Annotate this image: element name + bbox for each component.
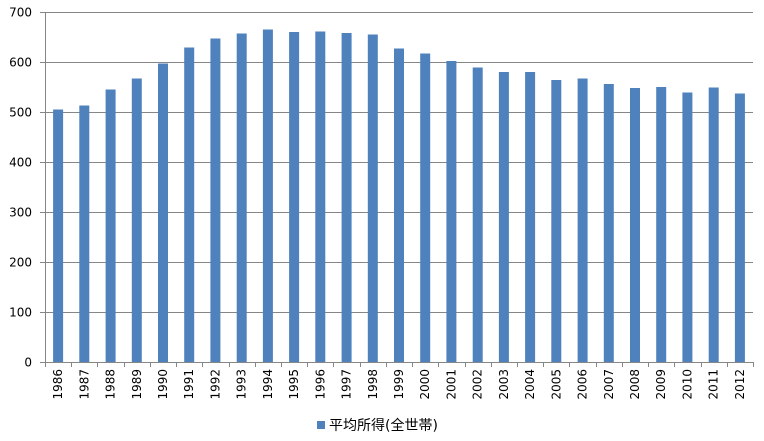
bar — [656, 87, 667, 362]
legend-label: 平均所得(全世帯) — [329, 417, 438, 434]
x-tick-label: 1987 — [77, 369, 91, 400]
bar — [708, 87, 719, 362]
x-tick-label: 1991 — [182, 369, 196, 400]
y-tick-label: 100 — [9, 306, 32, 320]
x-tick-label: 1986 — [51, 369, 65, 400]
x-tick-label: 2000 — [418, 369, 432, 400]
x-tick-label: 2001 — [444, 369, 458, 400]
bar — [262, 29, 273, 362]
x-tick-label: 2010 — [680, 369, 694, 400]
bar — [53, 109, 64, 362]
x-tick-label: 1989 — [130, 369, 144, 400]
y-tick-label: 0 — [24, 356, 32, 370]
bar — [79, 105, 90, 362]
bar — [472, 67, 483, 362]
y-tick-label: 700 — [9, 6, 32, 20]
bar — [498, 72, 509, 362]
y-tick-label: 400 — [9, 156, 32, 170]
bar — [184, 47, 195, 362]
x-tick-label: 1998 — [366, 369, 380, 400]
bar — [603, 84, 614, 362]
bar — [446, 61, 457, 362]
bar — [420, 53, 431, 362]
legend-swatch — [317, 421, 325, 429]
x-tick-label: 2006 — [576, 369, 590, 400]
bar — [210, 38, 221, 362]
x-tick-label: 1990 — [156, 369, 170, 400]
bar — [682, 92, 693, 362]
x-tick-label: 1988 — [104, 369, 118, 400]
x-tick-label: 1993 — [235, 369, 249, 400]
bar — [341, 33, 352, 362]
bar — [630, 88, 640, 362]
bar — [236, 33, 247, 362]
x-tick-label: 2008 — [628, 369, 642, 400]
x-tick-label: 2012 — [733, 369, 747, 400]
x-tick-label: 1999 — [392, 369, 406, 400]
x-tick-label: 2004 — [523, 369, 537, 400]
x-tick-label: 1995 — [287, 369, 301, 400]
y-tick-label: 500 — [9, 106, 32, 120]
x-tick-label: 2009 — [654, 369, 668, 400]
x-tick-label: 2007 — [602, 369, 616, 400]
bar — [367, 34, 378, 362]
x-tick-label: 1994 — [261, 369, 275, 400]
y-tick-label: 300 — [9, 206, 32, 220]
bar — [577, 78, 588, 362]
bar — [105, 89, 116, 362]
bar — [289, 32, 300, 362]
bar — [394, 48, 404, 362]
x-tick-label: 2011 — [707, 369, 721, 400]
bar — [551, 80, 562, 362]
x-tick-label: 2005 — [549, 369, 563, 400]
bar — [158, 63, 168, 362]
x-tick-label: 1997 — [340, 369, 354, 400]
x-tick-label: 2003 — [497, 369, 511, 400]
bar — [525, 72, 536, 362]
bars — [53, 29, 745, 362]
y-tick-label: 600 — [9, 56, 32, 70]
x-tick-label: 2002 — [471, 369, 485, 400]
x-tick-label: 1996 — [313, 369, 327, 400]
bar — [131, 78, 142, 362]
axes: 0 100 200 300 400 500 600 700 1986 1987 1988 1989 19… — [9, 6, 754, 400]
bar — [734, 93, 745, 362]
x-tick-label: 1992 — [208, 369, 222, 400]
bar — [315, 31, 326, 362]
legend: 平均所得(全世帯) — [317, 417, 438, 434]
y-tick-label: 200 — [9, 256, 32, 270]
